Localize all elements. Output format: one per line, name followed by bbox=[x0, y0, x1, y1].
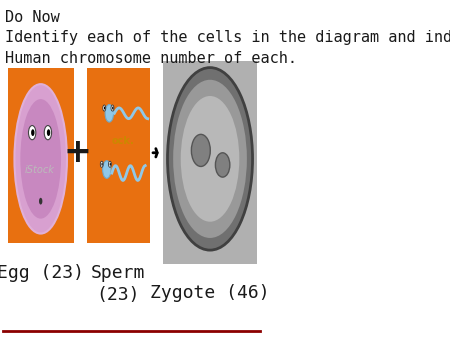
Text: Sperm
(23): Sperm (23) bbox=[91, 264, 145, 304]
Ellipse shape bbox=[111, 105, 114, 111]
Ellipse shape bbox=[181, 96, 239, 222]
Ellipse shape bbox=[44, 125, 52, 140]
Ellipse shape bbox=[31, 129, 35, 136]
Ellipse shape bbox=[103, 161, 111, 178]
Ellipse shape bbox=[112, 106, 113, 110]
Ellipse shape bbox=[47, 129, 50, 136]
Ellipse shape bbox=[101, 163, 103, 166]
Ellipse shape bbox=[20, 99, 61, 219]
Text: Zygote (46): Zygote (46) bbox=[150, 284, 270, 302]
Text: ock.: ock. bbox=[112, 137, 135, 146]
Text: Identify each of the cells in the diagram and indicate the: Identify each of the cells in the diagra… bbox=[5, 30, 450, 45]
FancyBboxPatch shape bbox=[163, 61, 257, 264]
Ellipse shape bbox=[14, 84, 67, 234]
Ellipse shape bbox=[39, 198, 42, 204]
Ellipse shape bbox=[216, 153, 230, 177]
FancyBboxPatch shape bbox=[8, 68, 73, 243]
Ellipse shape bbox=[110, 163, 111, 166]
Text: iStock: iStock bbox=[24, 165, 54, 174]
Ellipse shape bbox=[167, 68, 252, 250]
Ellipse shape bbox=[105, 104, 113, 122]
Text: +: + bbox=[63, 136, 91, 169]
FancyBboxPatch shape bbox=[87, 68, 150, 243]
Ellipse shape bbox=[100, 161, 103, 167]
Ellipse shape bbox=[104, 106, 105, 110]
Text: Do Now: Do Now bbox=[5, 10, 60, 25]
Ellipse shape bbox=[28, 125, 36, 140]
Ellipse shape bbox=[173, 80, 247, 238]
Ellipse shape bbox=[103, 105, 106, 111]
Ellipse shape bbox=[191, 134, 210, 167]
Ellipse shape bbox=[108, 161, 112, 167]
Text: Egg (23): Egg (23) bbox=[0, 264, 84, 282]
Text: Human chromosome number of each.: Human chromosome number of each. bbox=[5, 51, 297, 66]
